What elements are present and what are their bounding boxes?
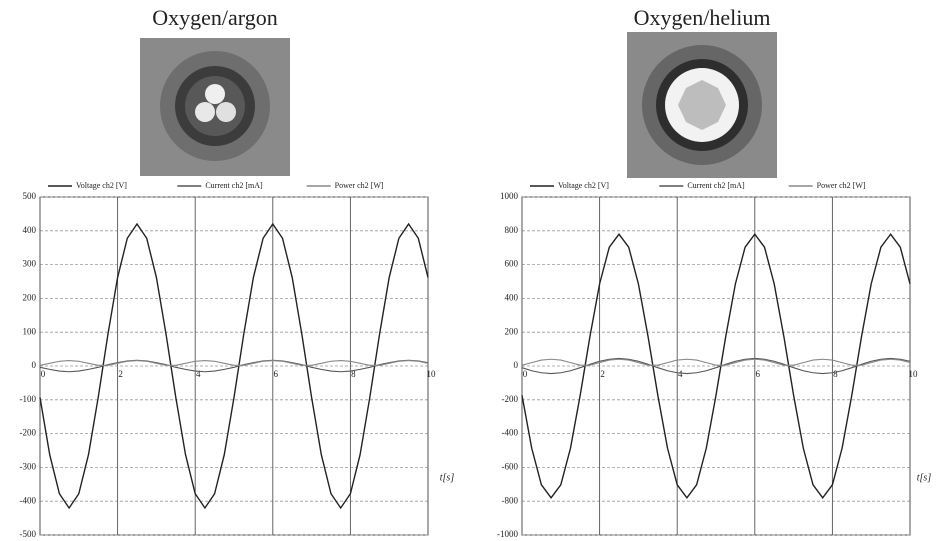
chart-title: Oxygen/helium <box>634 5 771 30</box>
y-tick-label: -200 <box>502 394 519 404</box>
x-axis-label: t[s] <box>440 472 455 483</box>
y-tick-label: -400 <box>20 495 37 505</box>
plot-area <box>522 197 910 535</box>
y-tick-label: -100 <box>20 394 37 404</box>
legend-label: Power ch2 [W] <box>335 181 384 190</box>
legend-label: Current ch2 [mA] <box>205 181 263 190</box>
data-line <box>40 360 428 372</box>
x-tick-label: 10 <box>427 369 437 379</box>
y-tick-label: 1000 <box>500 191 519 201</box>
y-tick-label: -1000 <box>497 529 518 539</box>
x-tick-label: 4 <box>196 369 201 379</box>
legend-label: Power ch2 [W] <box>817 181 866 190</box>
data-line <box>522 358 910 373</box>
legend-label: Voltage ch2 [V] <box>558 181 609 190</box>
x-tick-label: 2 <box>118 369 123 379</box>
sample-image-argon <box>140 38 290 176</box>
y-tick-label: 0 <box>32 360 37 370</box>
y-tick-label: -300 <box>20 461 37 471</box>
x-tick-label: 4 <box>678 369 683 379</box>
y-tick-label: 500 <box>23 191 37 201</box>
chart-title: Oxygen/argon <box>152 5 277 30</box>
y-tick-label: -400 <box>502 428 519 438</box>
y-tick-label: -200 <box>20 428 37 438</box>
y-tick-label: 600 <box>505 259 519 269</box>
y-tick-label: 100 <box>23 326 37 336</box>
y-tick-label: 400 <box>23 225 37 235</box>
data-line <box>522 234 910 498</box>
x-tick-label: 0 <box>41 369 46 379</box>
y-tick-label: 200 <box>23 292 37 302</box>
data-line <box>40 361 428 366</box>
x-tick-label: 0 <box>523 369 528 379</box>
data-line <box>40 224 428 508</box>
x-axis-label: t[s] <box>917 472 932 483</box>
x-tick-label: 8 <box>833 369 838 379</box>
x-tick-label: 2 <box>600 369 605 379</box>
y-tick-label: -600 <box>502 461 519 471</box>
x-tick-label: 10 <box>909 369 919 379</box>
y-tick-label: -500 <box>20 529 37 539</box>
y-tick-label: 300 <box>23 259 37 269</box>
legend-label: Voltage ch2 [V] <box>76 181 127 190</box>
page: Oxygen/argon-500-400-300-200-10001002003… <box>0 0 936 541</box>
y-tick-label: -800 <box>502 495 519 505</box>
sample-image-helium <box>627 32 777 178</box>
y-tick-label: 400 <box>505 292 519 302</box>
x-tick-label: 6 <box>756 369 761 379</box>
figure: Oxygen/argon-500-400-300-200-10001002003… <box>0 0 936 541</box>
data-line <box>522 359 910 365</box>
y-tick-label: 800 <box>505 225 519 235</box>
x-tick-label: 6 <box>274 369 279 379</box>
y-tick-label: 200 <box>505 326 519 336</box>
plot-area <box>40 197 428 535</box>
y-tick-label: 0 <box>514 360 519 370</box>
legend-label: Current ch2 [mA] <box>687 181 745 190</box>
